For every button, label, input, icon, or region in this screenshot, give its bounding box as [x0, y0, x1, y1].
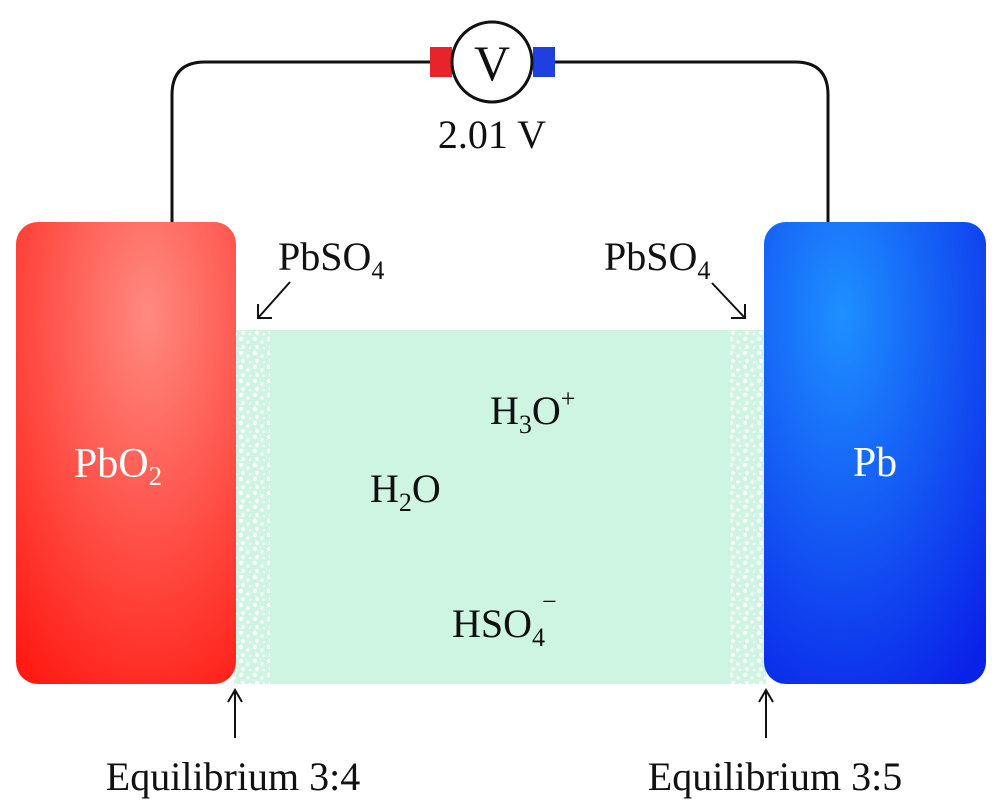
voltmeter-negative-terminal: [533, 47, 555, 77]
right-interface-arrow: [758, 688, 774, 738]
voltage-reading: 2.01 V: [438, 112, 546, 157]
left-pbso4-label: PbSO4: [278, 234, 384, 285]
pbo2-electrode: [16, 222, 236, 684]
left-equilibrium-label: Equilibrium 3:4: [106, 754, 360, 799]
right-deposit-arrow: [711, 282, 746, 319]
left-pbso4-deposit: [234, 330, 270, 684]
left-deposit-arrow: [257, 281, 291, 319]
right-pbso4-deposit: [730, 330, 766, 684]
left-interface-arrow: [227, 688, 243, 738]
pbo2-label: PbO2: [74, 441, 162, 491]
bisulfate-label: HSO4−: [452, 587, 557, 652]
voltmeter-positive-terminal: [430, 47, 452, 77]
pb-electrode: [764, 222, 986, 684]
right-pbso4-label: PbSO4: [604, 234, 710, 285]
voltmeter-symbol: V: [474, 35, 510, 91]
right-equilibrium-label: Equilibrium 3:5: [648, 754, 902, 799]
pb-label: Pb: [853, 440, 897, 486]
electrolyte-bath: [234, 330, 766, 684]
circuit-wire: [170, 60, 830, 222]
hydronium-label: H3O+: [490, 384, 575, 439]
water-label: H2O: [370, 466, 441, 517]
voltmeter: [450, 20, 534, 104]
